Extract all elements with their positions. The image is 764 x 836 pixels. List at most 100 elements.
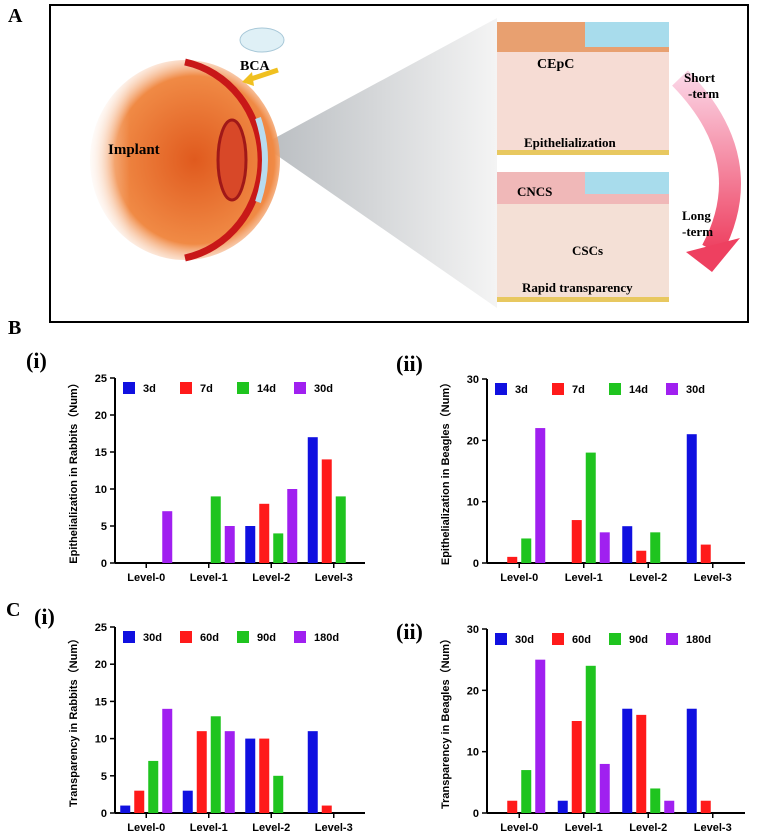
- tissue-layer: [497, 297, 669, 302]
- y-tick-label: 25: [95, 373, 107, 385]
- y-tick-label: 10: [467, 497, 479, 509]
- bar: [148, 760, 159, 813]
- diagram-label: Long: [682, 208, 711, 223]
- x-tick-label: Level-3: [694, 572, 732, 584]
- y-tick-label: 0: [101, 558, 107, 570]
- tissue-layer: [497, 150, 669, 155]
- bar: [134, 790, 145, 813]
- bar: [535, 428, 546, 563]
- bar: [571, 520, 582, 563]
- diagram-label: Rapid transparency: [522, 280, 633, 295]
- diagram-label: Epithelialization: [524, 135, 617, 150]
- eye-wall: [184, 58, 265, 262]
- y-tick-label: 20: [95, 410, 107, 422]
- y-tick-label: 20: [467, 435, 479, 447]
- legend-label: 30d: [143, 632, 162, 644]
- y-tick-label: 0: [101, 808, 107, 820]
- x-tick-label: Level-1: [190, 822, 228, 834]
- bar: [636, 550, 647, 563]
- bar: [599, 532, 610, 563]
- legend-swatch: [495, 633, 507, 645]
- bar: [273, 775, 284, 813]
- panel-label: B: [8, 317, 21, 339]
- y-tick-label: 0: [473, 558, 479, 570]
- bar: [686, 708, 697, 813]
- bar: [321, 459, 332, 563]
- time-arrow: [672, 70, 741, 256]
- y-tick-label: 20: [467, 685, 479, 697]
- legend-swatch: [666, 633, 678, 645]
- bar: [650, 532, 661, 563]
- legend-swatch: [609, 633, 621, 645]
- legend-swatch: [552, 383, 564, 395]
- bar: [321, 805, 332, 813]
- legend-swatch: [294, 631, 306, 643]
- bca-disc: [239, 27, 285, 53]
- legend-label: 60d: [200, 632, 219, 644]
- bar: [210, 716, 221, 813]
- legend-swatch: [552, 633, 564, 645]
- x-tick-label: Level-3: [694, 822, 732, 834]
- bar: [210, 496, 221, 563]
- diagram-label: CSCs: [572, 243, 603, 258]
- bar: [196, 731, 207, 813]
- legend-swatch: [666, 383, 678, 395]
- legend-label: 60d: [572, 634, 591, 646]
- y-axis-label: Transparency in Beagles（Num）: [439, 633, 452, 809]
- time-arrow-head: [686, 238, 740, 272]
- tissue-layer: [585, 22, 669, 47]
- legend-label: 30d: [314, 383, 333, 395]
- y-tick-label: 30: [467, 624, 479, 636]
- y-tick-label: 15: [95, 447, 107, 459]
- legend-swatch: [237, 382, 249, 394]
- legend-label: 7d: [572, 384, 585, 396]
- y-tick-label: 5: [101, 771, 107, 783]
- x-tick-label: Level-1: [565, 572, 603, 584]
- diagram-label: CNCS: [517, 184, 552, 199]
- y-axis-label: Transparency in Rabbits（Num）: [67, 633, 80, 807]
- bar: [557, 800, 568, 813]
- bar: [622, 526, 633, 563]
- y-tick-label: 5: [101, 521, 107, 533]
- bar: [259, 738, 270, 813]
- subpanel-label: (i): [34, 604, 55, 629]
- bar: [507, 800, 518, 813]
- subpanel-label: (i): [26, 348, 47, 373]
- y-tick-label: 15: [95, 696, 107, 708]
- x-tick-label: Level-1: [565, 822, 603, 834]
- y-tick-label: 10: [95, 484, 107, 496]
- diagram-label: -term: [682, 224, 713, 239]
- bar: [585, 452, 596, 563]
- panel-label: C: [6, 599, 20, 621]
- y-tick-label: 20: [95, 659, 107, 671]
- legend-swatch: [123, 382, 135, 394]
- panel-frame: [49, 4, 749, 323]
- legend-label: 90d: [257, 632, 276, 644]
- legend-label: 14d: [629, 384, 648, 396]
- x-tick-label: Level-2: [629, 822, 667, 834]
- x-tick-label: Level-0: [127, 822, 165, 834]
- x-tick-label: Level-2: [252, 822, 290, 834]
- diagram-label: Short: [684, 70, 716, 85]
- legend-swatch: [180, 631, 192, 643]
- bar: [162, 511, 173, 563]
- y-tick-label: 0: [473, 808, 479, 820]
- legend-swatch: [294, 382, 306, 394]
- subpanel-label: (ii): [396, 351, 423, 376]
- bar: [224, 526, 235, 563]
- y-tick-label: 10: [95, 734, 107, 746]
- legend-label: 180d: [686, 634, 711, 646]
- bar: [622, 708, 633, 813]
- legend-swatch: [609, 383, 621, 395]
- bar: [599, 763, 610, 813]
- x-tick-label: Level-3: [315, 572, 353, 584]
- bar: [259, 503, 270, 563]
- bar: [650, 788, 661, 813]
- bar: [162, 708, 173, 813]
- bar: [182, 790, 193, 813]
- bar: [287, 489, 298, 563]
- y-tick-label: 10: [467, 747, 479, 759]
- bar: [664, 800, 675, 813]
- legend-label: 3d: [515, 384, 528, 396]
- zoom-cone: [262, 18, 497, 308]
